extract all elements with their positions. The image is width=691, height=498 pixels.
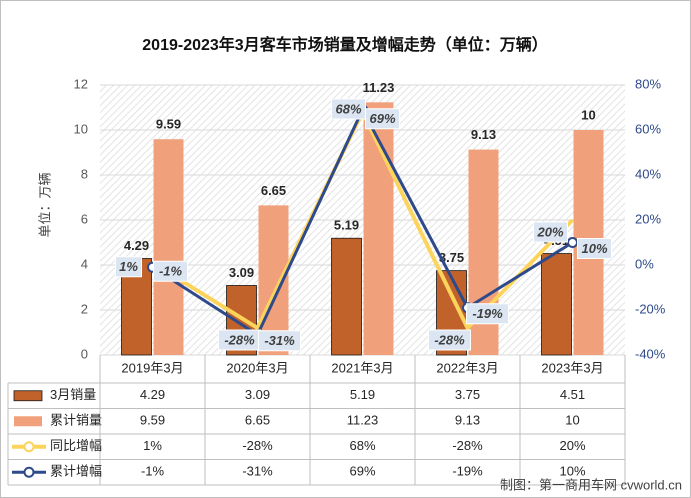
table-cell: 3.09: [245, 387, 270, 402]
table-cell: 68%: [349, 438, 375, 453]
bar-label-monthly: 5.19: [334, 218, 359, 233]
table-cell: 20%: [559, 438, 585, 453]
y-tick-label: 4: [81, 256, 88, 271]
bar-label-monthly: 4.29: [124, 238, 149, 253]
table-cell: 10: [565, 413, 579, 428]
table-cell: 9.59: [140, 413, 165, 428]
bar-monthly-sales: [331, 237, 362, 356]
marker-cumulative-growth: [567, 237, 578, 248]
bar-label-cumulative: 11.23: [363, 80, 395, 95]
chart-title: 2019-2023年3月客车市场销量及增幅走势（单位：万辆）: [142, 35, 547, 54]
bar-label-monthly: 3.09: [229, 265, 254, 280]
label-cumulative-growth-box: [153, 260, 188, 282]
y2-tick-label: -20%: [635, 301, 666, 316]
bar-monthly-sales: [541, 253, 572, 356]
table-cell: 9.13: [455, 413, 480, 428]
y2-tick-label: 40%: [635, 166, 661, 181]
label-yoy-growth-box: [533, 221, 568, 243]
legend-label: 同比增幅: [50, 438, 102, 453]
bar-label-cumulative: 6.65: [261, 183, 286, 198]
label-yoy-growth: -28%: [434, 332, 465, 347]
table-cell: 6.65: [245, 413, 270, 428]
y2-tick-label: 80%: [635, 76, 661, 91]
table-cell: 69%: [349, 464, 375, 479]
label-cumulative-growth: 10%: [581, 241, 607, 256]
category-label: 2020年3月: [226, 360, 288, 375]
label-cumulative-growth-box: [577, 238, 612, 259]
label-cumulative-growth-box: [258, 330, 301, 352]
table-cell: 3.75: [455, 387, 480, 402]
table-cell: 11.23: [347, 413, 379, 428]
label-yoy-growth-box: [115, 256, 142, 278]
legend-label: 累计增幅: [50, 464, 102, 479]
y-tick-label: 12: [74, 76, 88, 91]
label-cumulative-growth: -1%: [159, 264, 183, 279]
y-tick-label: 10: [74, 121, 88, 136]
label-cumulative-growth-box: [466, 303, 509, 325]
bar-label-cumulative: 10: [581, 107, 595, 122]
y-axis-label: 单位：万辆: [37, 172, 52, 237]
table-cell: -31%: [242, 464, 273, 479]
category-label: 2021年3月: [331, 360, 393, 375]
table-cell: -28%: [242, 438, 273, 453]
bar-label-cumulative: 9.59: [156, 117, 181, 132]
label-yoy-growth: 20%: [536, 224, 563, 239]
source-footer: 制图：第一商用车网 cvworld.cn: [500, 477, 682, 492]
y-tick-label: 0: [81, 346, 88, 361]
y2-tick-label: 20%: [635, 211, 661, 226]
label-yoy-growth: -28%: [224, 332, 255, 347]
table-cell: -1%: [141, 464, 165, 479]
label-yoy-growth-box: [428, 329, 471, 351]
table-cell: 4.51: [560, 387, 585, 402]
table-cell: 1%: [143, 438, 162, 453]
category-label: 2019年3月: [121, 360, 183, 375]
label-yoy-growth: 68%: [335, 101, 361, 116]
y-tick-label: 8: [81, 166, 88, 181]
legend-marker: [23, 466, 35, 478]
label-yoy-growth: 1%: [119, 259, 138, 274]
legend-label: 3月销量: [50, 387, 96, 402]
legend-label: 累计销量: [50, 413, 102, 428]
table-cell: 5.19: [350, 387, 375, 402]
category-label: 2023年3月: [541, 360, 603, 375]
y2-tick-label: -40%: [635, 346, 666, 361]
y-tick-label: 6: [81, 211, 88, 226]
table-cell: -28%: [452, 438, 483, 453]
legend-marker: [23, 441, 35, 453]
bar-label-monthly: 3.75: [439, 250, 464, 265]
table-cell: -19%: [452, 464, 483, 479]
label-cumulative-growth: 69%: [369, 111, 395, 126]
table-cell: 4.29: [140, 387, 165, 402]
label-cumulative-growth: -31%: [264, 333, 295, 348]
label-cumulative-growth-box: [365, 108, 400, 130]
y2-tick-label: 0%: [635, 256, 654, 271]
legend-swatch: [14, 416, 42, 427]
legend-swatch: [13, 390, 43, 402]
bar-cumulative-sales: [153, 139, 184, 355]
y-tick-label: 2: [81, 301, 88, 316]
bar-label-cumulative: 9.13: [471, 127, 496, 142]
table-cell: 10%: [559, 464, 585, 479]
label-cumulative-growth: -19%: [472, 306, 503, 321]
category-label: 2022年3月: [436, 360, 498, 375]
y2-tick-label: 60%: [635, 121, 661, 136]
